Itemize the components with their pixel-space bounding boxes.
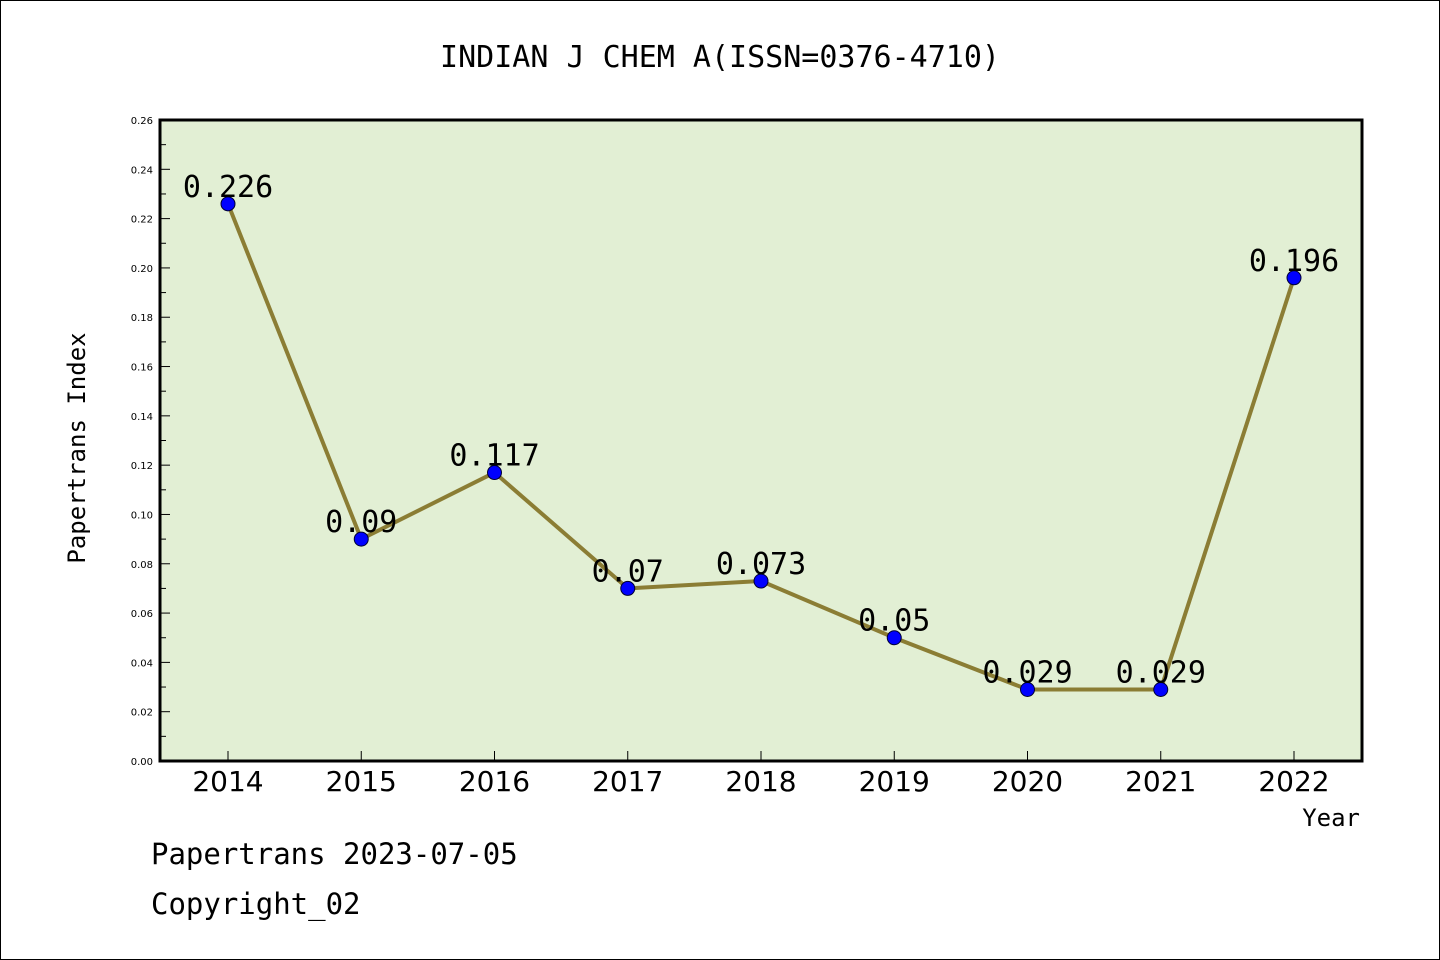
data-label: 0.029 [982,656,1072,691]
x-tick-label: 2017 [592,765,663,798]
y-tick-label: 0.10 [131,510,153,521]
footer-date-line: Papertrans 2023-07-05 [151,837,518,871]
data-point-marker [353,531,369,547]
data-point-marker [620,580,636,596]
chart-title: INDIAN J CHEM A(ISSN=0376-4710) [440,40,1000,75]
y-tick-label: 0.08 [131,560,153,571]
y-axis-label: Papertrans Index [63,332,91,563]
data-label: 0.029 [1116,656,1206,691]
y-tick-label: 0.20 [131,264,153,275]
data-label: 0.09 [325,505,397,540]
data-label: 0.073 [716,547,806,582]
y-tick-label: 0.12 [131,461,153,472]
y-tick-label: 0.04 [131,658,153,669]
data-label: 0.117 [449,439,539,474]
x-tick-label: 2022 [1258,765,1329,798]
marker-group [220,196,1302,698]
data-point-marker [886,630,902,646]
data-point-marker [487,465,502,481]
y-tick-label: 0.14 [131,412,153,423]
data-point-marker [1153,682,1169,698]
data-label-group: 0.226 0.09 0.117 0.07 0.073 0.05 0.029 0.029 0.1… [183,170,1339,691]
x-tick-label: 2020 [992,765,1063,798]
y-tick-label: 0.00 [131,757,153,768]
y-tick-label: 0.26 [131,116,153,127]
y-tick-label: 0.24 [131,165,153,176]
x-tick-label: 2018 [725,765,796,798]
data-label: 0.196 [1249,244,1339,279]
x-axis-label: Year [1302,804,1360,832]
y-tick-label: 0.06 [131,609,153,620]
x-axis: 2014 2015 2016 2017 2018 2019 2020 2021 2022 [192,751,1330,798]
x-tick-label: 2015 [326,765,397,798]
footer-copyright-line: Copyright_02 [151,887,361,921]
y-tick-label: 0.18 [131,313,153,324]
plot-area [158,118,1364,763]
x-tick-label: 2021 [1125,765,1196,798]
y-tick-label: 0.16 [131,363,153,374]
data-point-marker [1020,682,1035,698]
y-tick-label: 0.02 [131,708,153,719]
y-axis: 0.00 0.02 0.04 0.06 0.08 0.10 0.12 0.14 0.16 0.18… [131,116,170,768]
data-label: 0.07 [592,554,664,589]
x-tick-label: 2014 [192,765,263,798]
data-label: 0.226 [183,170,273,205]
x-tick-label: 2019 [859,765,930,798]
data-label: 0.05 [858,604,930,639]
y-tick-label: 0.22 [131,215,153,226]
data-point-marker [1286,270,1302,286]
x-tick-label: 2016 [459,765,530,798]
data-point-marker [753,573,769,589]
data-point-marker [220,196,236,212]
